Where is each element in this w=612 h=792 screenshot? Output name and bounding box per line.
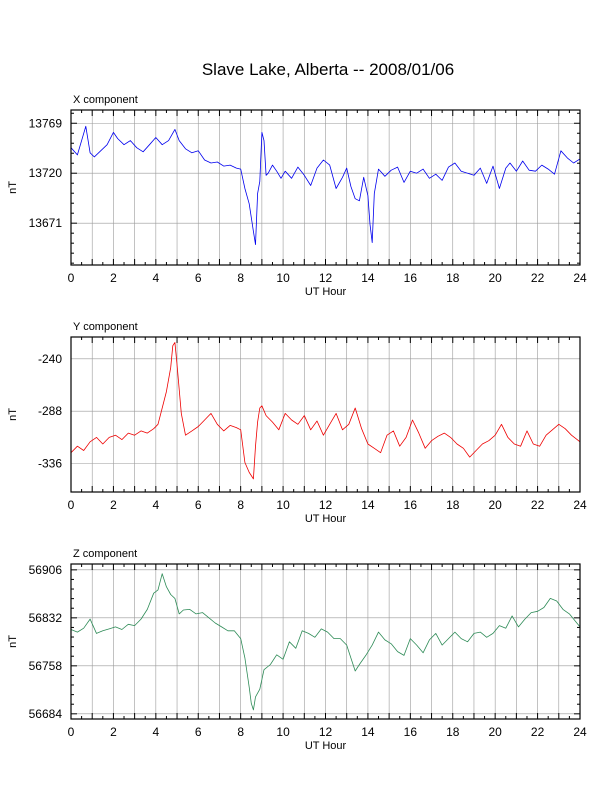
x-tick-label: 18	[446, 271, 460, 285]
x-tick-label: 16	[404, 498, 418, 512]
y-tick-label: 13671	[29, 216, 63, 230]
y-tick-label: 56832	[29, 611, 63, 625]
x-tick-label: 12	[319, 498, 333, 512]
figure-title: Slave Lake, Alberta -- 2008/01/06	[202, 60, 454, 79]
x-axis-label: UT Hour	[305, 286, 347, 298]
y-tick-label: 56906	[29, 563, 63, 577]
x-tick-label: 10	[276, 498, 290, 512]
y-tick-label: -288	[38, 404, 62, 418]
x-tick-label: 22	[531, 271, 545, 285]
x-axis-label: UT Hour	[305, 740, 347, 752]
x-tick-label: 20	[488, 498, 502, 512]
x-tick-label: 0	[68, 498, 75, 512]
x-tick-label: 4	[152, 725, 159, 739]
x-tick-label: 0	[68, 271, 75, 285]
x-tick-label: 6	[195, 271, 202, 285]
x-tick-label: 24	[573, 271, 587, 285]
x-tick-label: 20	[488, 271, 502, 285]
series-line	[70, 573, 581, 711]
series-line	[70, 125, 581, 246]
x-axis-label: UT Hour	[305, 513, 347, 525]
z-component-panel: 0 2 4 6 8 10 12 14 16 18 20 22 245668456758568325690…	[7, 548, 587, 752]
x-tick-label: 2	[110, 498, 117, 512]
x-tick-label: 12	[319, 271, 333, 285]
x-tick-label: 14	[361, 725, 375, 739]
x-tick-label: 22	[531, 498, 545, 512]
x-tick-label: 16	[404, 271, 418, 285]
y-tick-label: 56684	[29, 707, 63, 721]
x-tick-label: 0	[68, 725, 75, 739]
x-tick-label: 6	[195, 725, 202, 739]
y-tick-label: 13769	[29, 116, 63, 130]
y-tick-label: -336	[38, 457, 62, 471]
panel-label: Z component	[73, 548, 137, 560]
x-tick-label: 20	[488, 725, 502, 739]
x-tick-label: 2	[110, 725, 117, 739]
x-tick-label: 18	[446, 725, 460, 739]
x-tick-label: 2	[110, 271, 117, 285]
x-tick-label: 16	[404, 725, 418, 739]
y-axis-label: nT	[7, 181, 19, 194]
x-tick-label: 8	[237, 498, 244, 512]
x-tick-label: 22	[531, 725, 545, 739]
x-tick-label: 14	[361, 498, 375, 512]
x-tick-label: 24	[573, 725, 587, 739]
x-tick-label: 12	[319, 725, 333, 739]
x-tick-label: 8	[237, 271, 244, 285]
x-tick-label: 18	[446, 498, 460, 512]
panel-label: Y component	[73, 321, 138, 333]
x-tick-label: 10	[276, 271, 290, 285]
y-tick-label: 56758	[29, 659, 63, 673]
y-tick-label: 13720	[29, 166, 63, 180]
y-axis-label: nT	[7, 635, 19, 648]
panel-label: X component	[73, 94, 138, 106]
x-tick-label: 24	[573, 498, 587, 512]
x-tick-label: 8	[237, 725, 244, 739]
series-line	[70, 342, 581, 480]
x-tick-label: 4	[152, 498, 159, 512]
y-axis-label: nT	[7, 408, 19, 421]
x-tick-label: 10	[276, 725, 290, 739]
y-tick-label: -240	[38, 352, 62, 366]
x-tick-label: 4	[152, 271, 159, 285]
x-tick-label: 14	[361, 271, 375, 285]
x-tick-label: 6	[195, 498, 202, 512]
